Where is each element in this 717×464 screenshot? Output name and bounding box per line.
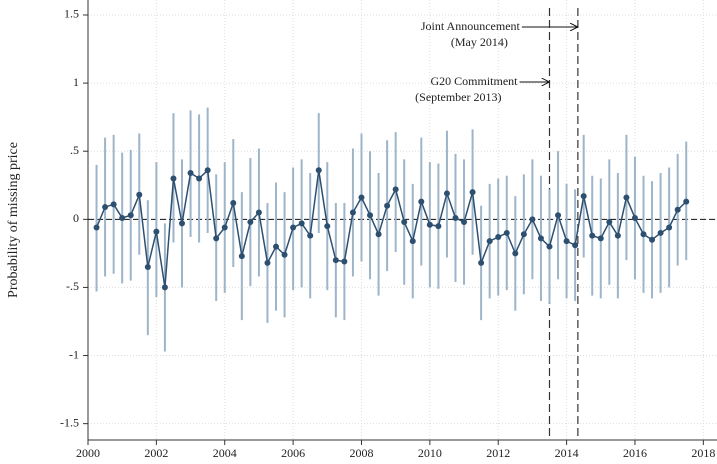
point [273, 243, 280, 250]
point [375, 231, 382, 238]
point [110, 201, 117, 208]
point [204, 167, 211, 174]
point [495, 234, 502, 241]
point [349, 209, 356, 216]
point [196, 175, 203, 182]
point [666, 224, 673, 231]
point [230, 199, 237, 206]
point [315, 167, 322, 174]
annotation-text: (May 2014) [451, 35, 508, 49]
point [606, 219, 613, 226]
point [614, 232, 621, 239]
point [332, 257, 339, 264]
point [486, 238, 493, 245]
y-tick-label: 1.5 [64, 7, 79, 21]
point [367, 212, 374, 219]
point [401, 219, 408, 226]
point [324, 223, 331, 230]
point [529, 216, 536, 223]
point [247, 219, 254, 226]
point [563, 238, 570, 245]
point [555, 212, 562, 219]
point [461, 219, 468, 226]
x-tick-label: 2006 [281, 446, 305, 460]
annotation-text: Joint Announcement [421, 19, 521, 33]
point [384, 202, 391, 209]
x-tick-label: 2004 [213, 446, 237, 460]
point [392, 186, 399, 193]
point [503, 229, 510, 236]
y-tick-label: 0 [73, 211, 79, 225]
series-line [95, 168, 687, 288]
point [102, 204, 109, 211]
point [631, 214, 638, 221]
point [144, 263, 151, 270]
point [290, 224, 297, 231]
point [179, 220, 186, 227]
point [512, 250, 519, 257]
point [469, 189, 476, 196]
point [187, 170, 194, 177]
point [264, 259, 271, 266]
y-tick-label: -1 [69, 347, 79, 361]
point [426, 221, 433, 228]
point [649, 236, 656, 243]
point [589, 232, 596, 239]
y-tick-label: .5 [70, 143, 79, 157]
x-tick-label: 2002 [144, 446, 168, 460]
x-tick-label: 2018 [691, 446, 715, 460]
point [136, 191, 143, 198]
point [418, 198, 425, 205]
point [298, 220, 305, 227]
point [281, 251, 288, 258]
x-tick-label: 2012 [486, 446, 510, 460]
point [683, 198, 690, 205]
point [93, 224, 100, 231]
y-tick-label: -1.5 [60, 415, 79, 429]
x-tick-label: 2016 [623, 446, 647, 460]
point [572, 242, 579, 249]
x-tick-label: 2000 [76, 446, 100, 460]
point [238, 253, 245, 260]
annotation-text: (September 2013) [415, 90, 501, 104]
x-tick-label: 2008 [349, 446, 373, 460]
point [255, 209, 262, 216]
point [597, 235, 604, 242]
point [221, 224, 228, 231]
point [478, 259, 485, 266]
y-tick-label: -.5 [66, 279, 79, 293]
point [213, 235, 220, 242]
point [657, 229, 664, 236]
point [161, 284, 168, 291]
y-tick-label: 1 [73, 75, 79, 89]
point [341, 258, 348, 265]
point [127, 212, 134, 219]
point [443, 190, 450, 197]
annotation-text: G20 Commitment [430, 74, 518, 88]
point [435, 223, 442, 230]
point [119, 214, 126, 221]
point [623, 194, 630, 201]
x-tick-label: 2014 [555, 446, 579, 460]
point [580, 193, 587, 200]
y-axis-label: Probability of missing price [6, 142, 21, 298]
x-tick-label: 2010 [418, 446, 442, 460]
point [409, 238, 416, 245]
point [537, 235, 544, 242]
point [546, 243, 553, 250]
point [307, 232, 314, 239]
point [452, 214, 459, 221]
point [170, 175, 177, 182]
point [640, 231, 647, 238]
point [358, 194, 365, 201]
point [520, 231, 527, 238]
point [153, 228, 160, 235]
point [674, 206, 681, 213]
